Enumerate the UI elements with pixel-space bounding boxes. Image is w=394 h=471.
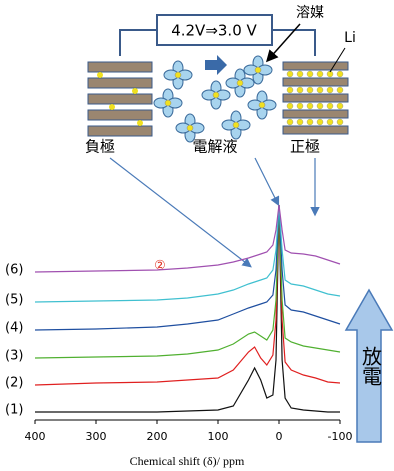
x-tick-label: 0 [276,430,283,443]
li-label: Li [344,30,356,46]
cathode [283,62,348,134]
solvent-label: 溶媒 [296,5,324,21]
discharge-label: 放電 [359,346,383,386]
spectrum-line [35,205,340,272]
anode [88,62,152,136]
x-tick-label: 400 [25,430,46,443]
spectrum-line [35,205,340,385]
marker-label: ② [154,259,166,274]
figure: 4.2V⇒3.0 V 溶媒 Li 負極 電解液 正極 ② 放電 Chemical… [0,0,394,471]
spectrum-line [35,205,340,358]
cathode-label: 正極 [290,138,320,156]
x-tick-label: 100 [208,430,229,443]
voltage-label: 4.2V⇒3.0 V [171,22,257,40]
anode-label: 負極 [85,138,115,156]
x-tick-label: -100 [328,430,353,443]
x-tick-label: 300 [86,430,107,443]
x-axis-title: Chemical shift (δ)/ ppm [130,454,245,468]
series-label: (6) [5,263,23,278]
series-label: (5) [5,293,23,308]
series-label: (3) [5,349,23,364]
series-label: (2) [5,376,23,391]
diagram: 4.2V⇒3.0 V 溶媒 Li 負極 電解液 正極 ② 放電 [85,5,392,442]
series-label: (1) [5,403,23,418]
x-tick-label: 200 [147,430,168,443]
series-label: (4) [5,321,23,336]
spectrum-line [35,205,340,412]
electrolyte-label: 電解液 [192,138,237,156]
